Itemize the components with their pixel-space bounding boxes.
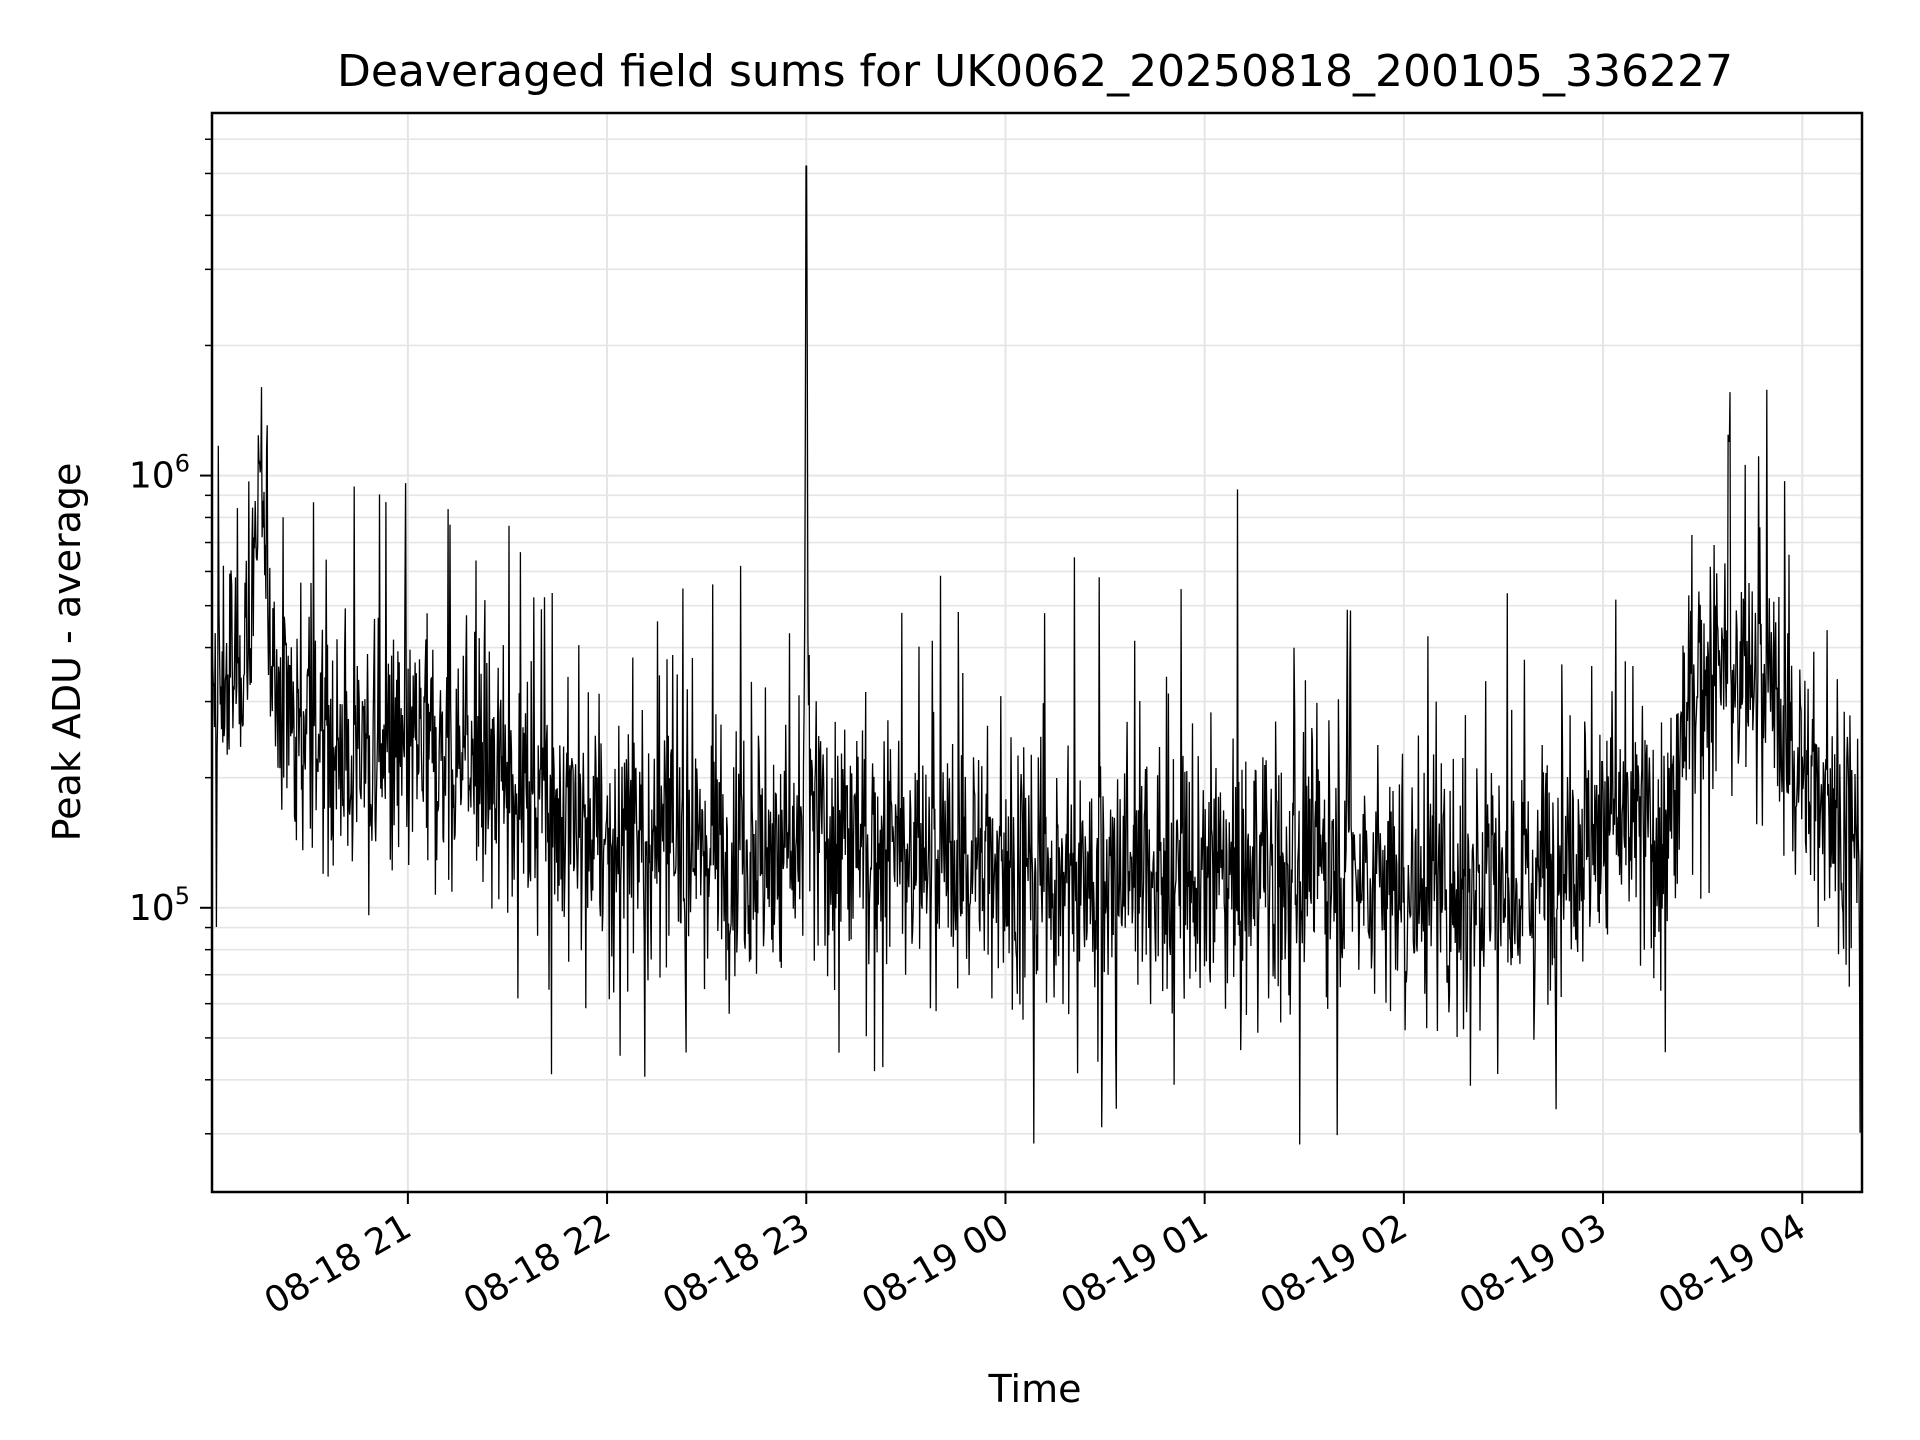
chart-title: Deaveraged field sums for UK0062_2025081… — [337, 46, 1733, 97]
y-tick-label: 106 — [129, 450, 190, 497]
y-tick-label: 105 — [129, 882, 190, 929]
series-group — [211, 165, 1863, 1145]
x-axis-label: Time — [988, 1367, 1082, 1411]
plot-frame — [210, 111, 1864, 1194]
series-line — [211, 165, 1863, 1145]
y-axis-label: Peak ADU - average — [45, 463, 89, 842]
